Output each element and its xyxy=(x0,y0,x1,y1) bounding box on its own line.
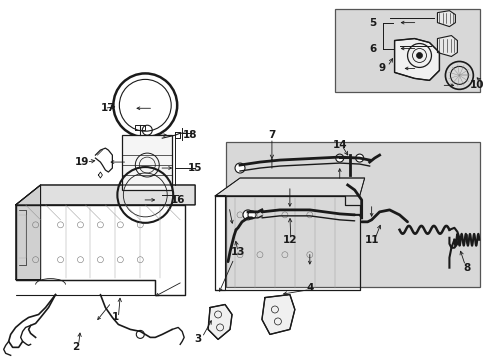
Text: 4: 4 xyxy=(305,283,313,293)
Bar xyxy=(122,135,172,190)
Circle shape xyxy=(355,154,363,162)
Circle shape xyxy=(416,53,422,58)
Text: 17: 17 xyxy=(101,103,116,113)
Text: 8: 8 xyxy=(463,263,470,273)
Text: 11: 11 xyxy=(364,235,378,245)
Text: 19: 19 xyxy=(75,157,89,167)
Text: 6: 6 xyxy=(368,44,375,54)
Polygon shape xyxy=(16,185,195,205)
Polygon shape xyxy=(437,36,456,57)
Text: 16: 16 xyxy=(171,195,185,205)
Bar xyxy=(225,142,479,287)
Text: 13: 13 xyxy=(230,247,245,257)
Text: 12: 12 xyxy=(282,235,297,245)
Polygon shape xyxy=(16,185,41,280)
Text: 7: 7 xyxy=(268,130,275,140)
Polygon shape xyxy=(215,178,364,196)
Text: 14: 14 xyxy=(332,140,346,150)
Text: 3: 3 xyxy=(194,334,202,345)
Text: 2: 2 xyxy=(72,342,79,352)
Circle shape xyxy=(335,154,343,162)
Text: 18: 18 xyxy=(183,130,197,140)
Polygon shape xyxy=(394,39,439,80)
Bar xyxy=(334,9,479,92)
Text: 1: 1 xyxy=(112,312,119,323)
Polygon shape xyxy=(208,305,232,339)
Text: 10: 10 xyxy=(469,80,484,90)
Circle shape xyxy=(243,210,252,220)
Polygon shape xyxy=(262,294,294,334)
Text: 5: 5 xyxy=(368,18,375,28)
Circle shape xyxy=(235,163,244,173)
Text: 9: 9 xyxy=(377,63,385,73)
Text: 15: 15 xyxy=(187,163,202,173)
Polygon shape xyxy=(437,11,454,27)
Circle shape xyxy=(247,211,255,219)
